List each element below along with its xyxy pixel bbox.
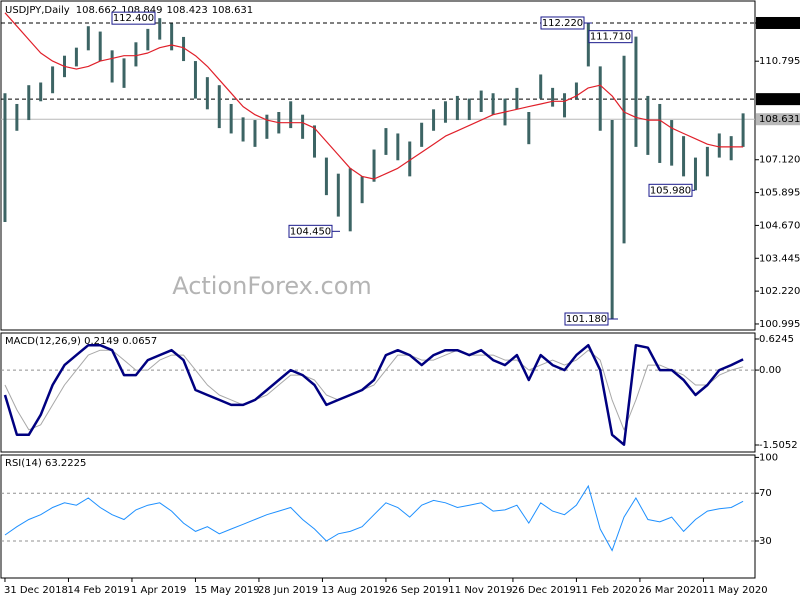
annotation-label: 112.220 — [542, 18, 583, 29]
y-tick-label: 105.895 — [759, 188, 800, 199]
quote-high: 108.849 — [121, 5, 162, 16]
annotation-box — [111, 11, 156, 25]
level-tag — [756, 93, 800, 106]
annotation-box — [564, 312, 609, 326]
rsi-frame — [0, 454, 756, 579]
annotation-label: 104.450 — [290, 226, 331, 237]
annotation-label: 112.400 — [113, 13, 154, 24]
quote-low: 108.423 — [166, 5, 207, 16]
level-label: 108.631 — [759, 114, 800, 125]
x-tick-label: 14 Feb 2019 — [67, 585, 129, 596]
y-tick-label: 100 — [759, 452, 778, 463]
macd-line — [3, 343, 744, 446]
y-tick-label: 107.120 — [759, 155, 800, 166]
level-tag — [756, 113, 800, 126]
level-label: 109.380 — [759, 94, 800, 105]
x-tick-label: 15 May 2019 — [194, 585, 259, 596]
x-tick-label: 11 Nov 2019 — [448, 585, 512, 596]
x-tick-label: 1 Apr 2019 — [131, 585, 186, 596]
x-tick-label: 26 Dec 2019 — [512, 585, 576, 596]
annotation-label: 105.980 — [650, 185, 691, 196]
macd-title: MACD(12,26,9) 0.2149 0.0657 — [5, 336, 157, 347]
x-tick-label: 13 Aug 2019 — [321, 585, 385, 596]
price-frame — [0, 0, 756, 331]
y-tick-label: 70 — [759, 488, 772, 499]
annotation-label: 111.710 — [590, 32, 631, 43]
y-tick-label: 0.00 — [759, 365, 781, 376]
x-tick-label: 31 Dec 2018 — [4, 585, 68, 596]
y-tick-label: 104.670 — [759, 220, 800, 231]
quote-open: 108.662 — [76, 5, 117, 16]
annotation-label: 101.180 — [566, 314, 607, 325]
x-tick-label: 26 Sep 2019 — [385, 585, 448, 596]
symbol: USDJPY,Daily — [5, 5, 70, 16]
x-tick-label: 11 May 2020 — [702, 585, 767, 596]
quote-close: 108.631 — [212, 5, 253, 16]
annotation-box — [648, 183, 693, 197]
y-tick-label: -1.5052 — [759, 440, 798, 451]
y-tick-label: 110.795 — [759, 56, 800, 67]
annotation-box — [588, 30, 633, 44]
y-tick-label: 100.995 — [759, 319, 800, 330]
rsi-line — [4, 484, 744, 552]
ma-line — [4, 12, 744, 180]
level-tag — [756, 16, 800, 29]
watermark: ActionForex.com — [172, 272, 372, 300]
y-tick-label: 30 — [759, 536, 772, 547]
macd-frame — [0, 332, 756, 453]
signal-line — [4, 349, 744, 431]
x-tick-label: 11 Feb 2020 — [575, 585, 637, 596]
level-label: 112.220 — [759, 18, 800, 29]
y-tick-label: 0.6245 — [759, 334, 794, 345]
x-tick-label: 28 Jun 2019 — [258, 585, 318, 596]
price-header: USDJPY,Daily 108.662 108.849 108.423 108.631 — [5, 5, 253, 16]
y-tick-label: 102.220 — [759, 286, 800, 297]
annotation-box — [288, 224, 333, 238]
annotation-box — [540, 16, 585, 30]
y-tick-label: 103.445 — [759, 253, 800, 264]
x-tick-label: 26 Mar 2020 — [639, 585, 702, 596]
rsi-title: RSI(14) 63.2225 — [5, 458, 86, 469]
